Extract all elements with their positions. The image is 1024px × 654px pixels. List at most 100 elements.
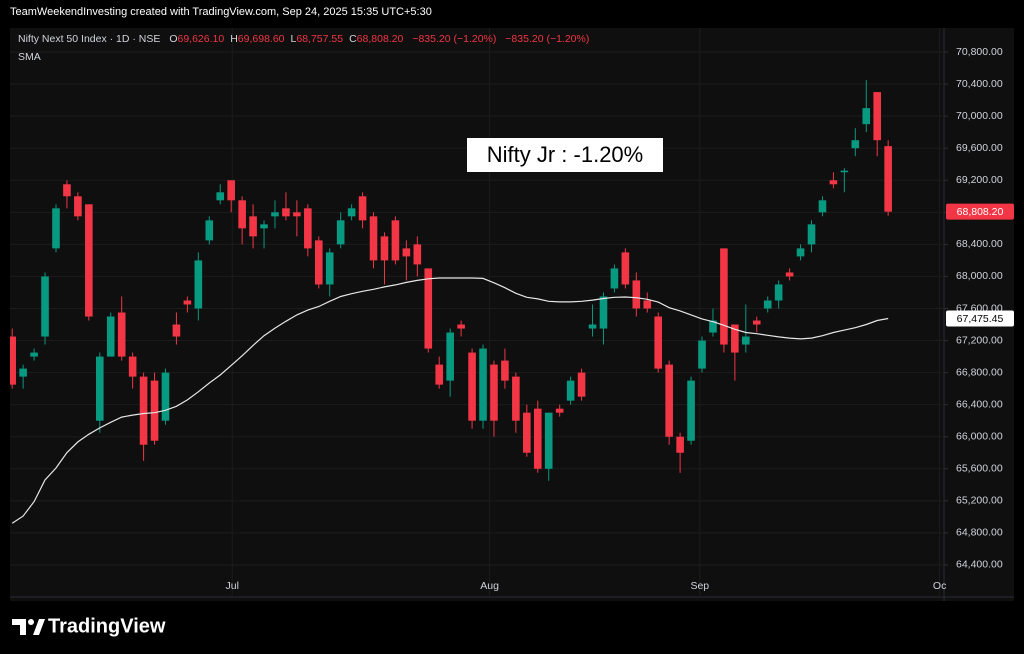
candle-body bbox=[249, 216, 257, 237]
y-tick-label: 65,600.00 bbox=[956, 463, 1003, 475]
candle-body bbox=[139, 376, 148, 445]
legend-value: 69,626.10 bbox=[177, 33, 225, 45]
candle-body bbox=[687, 380, 695, 441]
y-tick-label: 64,800.00 bbox=[956, 527, 1003, 539]
candle-body bbox=[347, 208, 356, 217]
candle-body bbox=[468, 352, 476, 421]
y-tick-label: 70,000.00 bbox=[956, 110, 1003, 122]
sma-line bbox=[11, 277, 889, 524]
logo-dot bbox=[28, 619, 34, 625]
candle-body bbox=[424, 268, 433, 349]
y-tick-label: 69,200.00 bbox=[956, 174, 1003, 186]
candle-body bbox=[413, 244, 422, 265]
y-tick-label: 69,600.00 bbox=[956, 142, 1003, 154]
y-tick-label: 70,400.00 bbox=[956, 78, 1003, 90]
candle-body bbox=[774, 284, 783, 301]
candle-body bbox=[840, 170, 849, 173]
candle-body bbox=[599, 296, 608, 329]
candle-body bbox=[873, 92, 882, 141]
candle-body bbox=[862, 108, 871, 125]
y-tick-label: 66,800.00 bbox=[956, 366, 1003, 378]
candle-body bbox=[63, 184, 71, 197]
candle-body bbox=[851, 140, 860, 149]
candle-body bbox=[643, 300, 652, 309]
candle-body bbox=[95, 356, 104, 421]
candle-body bbox=[731, 324, 739, 353]
candle-body bbox=[314, 240, 323, 285]
candle-body bbox=[709, 320, 717, 333]
header: TeamWeekendInvesting created with Tradin… bbox=[10, 6, 432, 18]
candle-body bbox=[523, 412, 531, 453]
y-tick-label: 68,400.00 bbox=[956, 238, 1003, 250]
y-tick-label: 66,000.00 bbox=[956, 430, 1003, 442]
candle-body bbox=[752, 320, 761, 325]
candle-body bbox=[194, 260, 203, 309]
plot-area bbox=[10, 80, 892, 524]
legend-value: 68,757.55 bbox=[296, 33, 344, 45]
candle-body bbox=[555, 408, 564, 413]
candle-body bbox=[216, 192, 225, 201]
legend-items: O69,626.10 H69,698.60 L68,757.55 C68,808.20 bbox=[163, 33, 403, 45]
candle-body bbox=[501, 360, 509, 381]
candle-body bbox=[654, 316, 663, 369]
candle-body bbox=[74, 196, 82, 217]
chart-panel bbox=[10, 28, 1014, 601]
candle-body bbox=[588, 324, 597, 329]
candle-body bbox=[41, 276, 49, 337]
candle-body bbox=[304, 208, 312, 249]
candle-body bbox=[282, 208, 290, 217]
candle-body bbox=[829, 180, 838, 185]
logo: TradingView bbox=[12, 615, 166, 637]
candle-body bbox=[807, 224, 816, 245]
y-tick-label: 70,800.00 bbox=[956, 46, 1003, 58]
indicator-label: SMA bbox=[18, 51, 41, 63]
candle-body bbox=[358, 196, 367, 221]
candle-body bbox=[183, 300, 192, 305]
y-tick-label: 67,200.00 bbox=[956, 334, 1003, 346]
price-badge-label: 68,808.20 bbox=[957, 206, 1004, 218]
candle-body bbox=[544, 412, 553, 469]
candle-body bbox=[391, 220, 400, 261]
x-tick-label: Oc bbox=[933, 580, 946, 592]
candle-body bbox=[336, 220, 345, 245]
candle-body bbox=[380, 236, 389, 261]
legend-value: 68,808.20 bbox=[356, 33, 404, 45]
candle-body bbox=[676, 436, 684, 453]
candle-body bbox=[610, 268, 619, 289]
candle-body bbox=[172, 324, 181, 337]
candle-body bbox=[884, 146, 892, 212]
legend-value: 69,698.60 bbox=[237, 33, 285, 45]
change-text: −835.20 (−1.20%) bbox=[505, 33, 590, 45]
candle-body bbox=[369, 216, 378, 261]
change-text: −835.20 (−1.20%) bbox=[412, 33, 497, 45]
candle-body bbox=[260, 224, 268, 229]
watermark: TradingView bbox=[48, 615, 166, 637]
candle-body bbox=[30, 352, 38, 357]
candle-body bbox=[457, 324, 465, 329]
candle-body bbox=[238, 200, 246, 229]
candle-body bbox=[85, 204, 93, 317]
x-tick-label: Sep bbox=[690, 580, 709, 592]
y-tick-label: 66,400.00 bbox=[956, 398, 1003, 410]
candle-body bbox=[796, 248, 805, 257]
candle-body bbox=[720, 248, 728, 345]
y-tick-label: 64,400.00 bbox=[956, 559, 1003, 571]
y-tick-label: 68,000.00 bbox=[956, 270, 1003, 282]
price-badge bbox=[946, 310, 1014, 327]
legend-key: C bbox=[349, 33, 357, 45]
candle-body bbox=[10, 336, 16, 385]
candle-body bbox=[446, 332, 454, 381]
candle-body bbox=[106, 316, 115, 357]
legend-key: H bbox=[230, 33, 238, 45]
candle-body bbox=[325, 252, 334, 285]
candle-body bbox=[227, 180, 235, 201]
legend-key: L bbox=[290, 33, 297, 45]
candle-body bbox=[665, 364, 673, 437]
logo-mark bbox=[33, 619, 45, 635]
candle-body bbox=[205, 220, 214, 241]
legend-key: O bbox=[169, 33, 178, 45]
candle-body bbox=[52, 208, 60, 249]
candle-body bbox=[271, 212, 279, 217]
candle-body bbox=[621, 252, 630, 285]
